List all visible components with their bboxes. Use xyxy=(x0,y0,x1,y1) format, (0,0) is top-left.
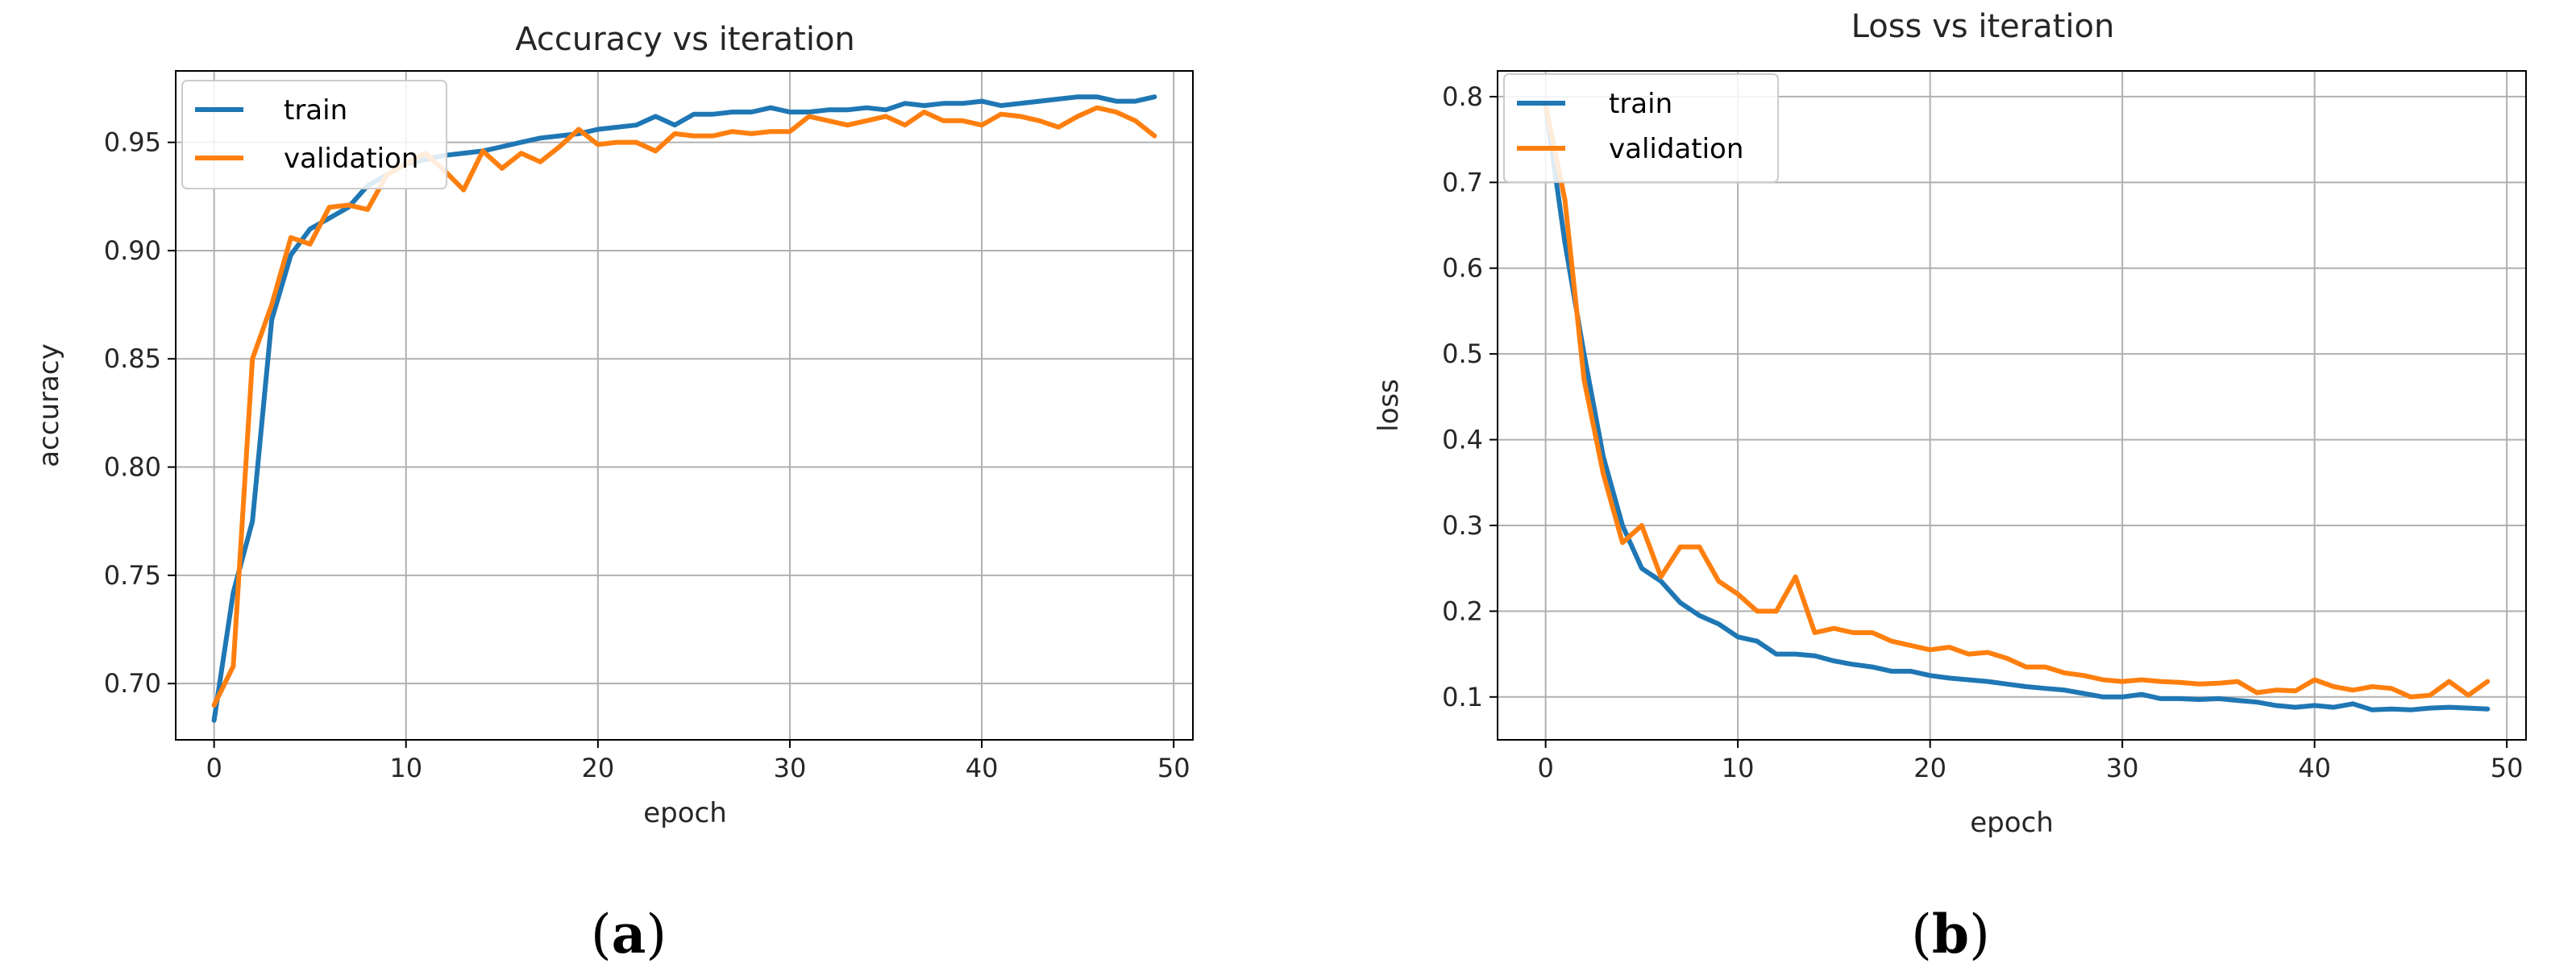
panel-a-series-validation-line xyxy=(211,105,1157,708)
panel-b-xtick-label-2: 20 xyxy=(1913,753,1947,783)
panel-b-ticks: 0 10 20 30 40 50 0.1 0.2 0.3 0.4 0.5 0.6 0.7 0.8 xyxy=(1442,81,2523,783)
panel-a-ytick-label-3: 0.85 xyxy=(104,343,161,374)
panel-a-legend-box xyxy=(181,80,447,189)
panel-a-ytick-label-0: 0.70 xyxy=(104,668,161,699)
panel-a-ylabel: accuracy xyxy=(33,343,65,467)
panel-b-grid xyxy=(1498,71,2526,740)
panel-a-legend: train validation xyxy=(181,80,447,189)
panel-b-ytick-label-1: 0.2 xyxy=(1442,596,1483,626)
panel-b-series-validation-line xyxy=(1543,102,2491,700)
panel-a-caption: (a) xyxy=(591,903,667,965)
panel-b-ytick-label-3: 0.4 xyxy=(1442,425,1483,455)
panel-b-legend-box xyxy=(1503,73,1779,183)
panel-a-xtick-label-0: 0 xyxy=(206,753,222,783)
panel-a-xtick-label-1: 10 xyxy=(389,753,422,783)
panel-b-series xyxy=(1543,102,2491,712)
panel-b-caption: (b) xyxy=(1911,903,1990,965)
panel-b-ytick-label-4: 0.5 xyxy=(1442,338,1483,369)
panel-a-xlabel: epoch xyxy=(643,797,727,829)
panel-b-ytick-label-5: 0.6 xyxy=(1442,253,1483,284)
panel-b: Loss vs iteration 0 10 20 30 40 50 0.1 0.2 0.3 0.… xyxy=(1373,8,2527,965)
panel-b-xtick-label-4: 40 xyxy=(2298,753,2331,783)
panel-b-legend-label-train: train xyxy=(1609,88,1672,120)
panel-a-caption-open: ( xyxy=(591,903,612,965)
panel-b-ytick-label-2: 0.3 xyxy=(1442,510,1483,541)
panel-a-legend-label-validation: validation xyxy=(284,143,418,175)
panel-b-axes-frame xyxy=(1497,70,2527,741)
panel-b-legend-label-validation: validation xyxy=(1609,133,1743,165)
panel-a-caption-letter: a xyxy=(612,903,646,965)
panel-b-ytick-label-6: 0.7 xyxy=(1442,167,1483,197)
panel-a-title: Accuracy vs iteration xyxy=(515,21,855,58)
panel-b-caption-close: ) xyxy=(1969,903,1990,965)
panel-a-ytick-label-1: 0.75 xyxy=(104,560,161,591)
panel-b-title: Loss vs iteration xyxy=(1851,8,2115,45)
panel-b-ytick-label-7: 0.8 xyxy=(1442,81,1483,112)
panel-a-ytick-label-4: 0.90 xyxy=(104,235,161,266)
panel-b-series-train-line xyxy=(1543,102,2491,712)
panel-a-ticks: 0 10 20 30 40 50 0.70 0.75 0.80 0.85 0.90 0.95 xyxy=(104,127,1190,783)
panel-a-xtick-label-2: 20 xyxy=(581,753,614,783)
panel-a-axes-frame xyxy=(175,70,1194,741)
panel-a-xtick-label-5: 50 xyxy=(1157,753,1190,783)
panel-a-ytick-label-5: 0.95 xyxy=(104,127,161,158)
panel-a-ytick-label-2: 0.80 xyxy=(104,452,161,483)
panel-b-xtick-label-0: 0 xyxy=(1537,753,1553,783)
panel-b-xtick-label-1: 10 xyxy=(1722,753,1755,783)
panel-a-xtick-label-3: 30 xyxy=(774,753,807,783)
panel-b-xtick-label-3: 30 xyxy=(2106,753,2139,783)
panel-a-caption-close: ) xyxy=(646,903,667,965)
panel-b-xtick-label-5: 50 xyxy=(2491,753,2524,783)
panel-b-ytick-label-0: 0.1 xyxy=(1442,682,1483,712)
panel-b-caption-letter: b xyxy=(1932,903,1969,965)
panel-b-xlabel: epoch xyxy=(1970,807,2054,839)
panel-a: Accuracy vs iteration 0 10 20 30 40 50 0.70 0.7… xyxy=(33,21,1194,965)
panel-b-legend: train validation xyxy=(1503,73,1779,183)
panel-b-ylabel: loss xyxy=(1373,379,1405,432)
panel-a-xtick-label-4: 40 xyxy=(966,753,999,783)
panel-a-grid xyxy=(176,71,1193,740)
panel-b-caption-open: ( xyxy=(1911,903,1932,965)
panel-a-legend-label-train: train xyxy=(284,94,347,127)
